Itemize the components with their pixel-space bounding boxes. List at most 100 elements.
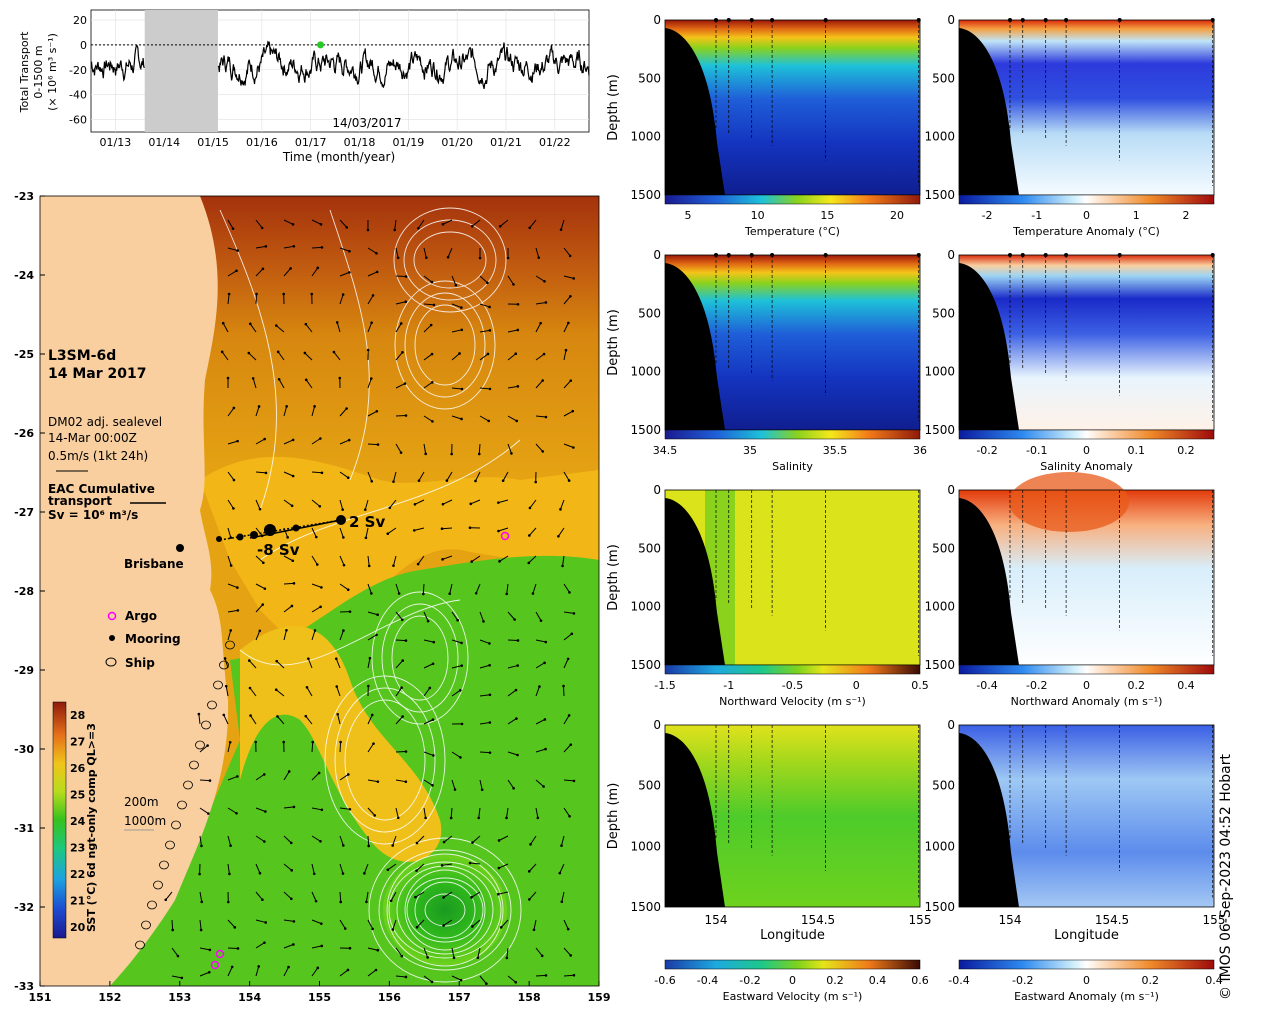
map-current-arrow [471, 219, 481, 227]
map-contour [394, 280, 496, 410]
map-current-arrow [367, 555, 370, 566]
map-current-arrow [255, 406, 260, 417]
map-current-arrowhead [264, 245, 268, 248]
map-current-arrow [255, 268, 264, 277]
map-current-arrowhead [454, 283, 458, 287]
map-current-arrowhead [370, 479, 374, 483]
map-sealevel-contours [219, 207, 522, 983]
map-current-arrow [248, 660, 257, 669]
map-current-arrow [479, 975, 487, 985]
map-current-arrowhead [442, 840, 446, 844]
map-current-arrow [255, 527, 263, 537]
map-current-arrowhead [468, 526, 472, 529]
map-current-arrow [199, 947, 210, 951]
map-current-arrowhead [248, 322, 252, 326]
map-current-arrowhead [471, 841, 474, 844]
section-colorbar-tick: 15 [820, 209, 834, 222]
map-current-arrowhead [400, 618, 404, 622]
section-colorbar-label: Eastward Velocity (m s⁻¹) [723, 990, 863, 1003]
map-current-arrow [248, 352, 257, 361]
map-eac-title: EAC Cumulative [48, 482, 155, 496]
map-current-arrowhead [258, 629, 262, 633]
map-current-arrow [339, 835, 344, 846]
map-current-arrow [311, 891, 317, 902]
map-current-arrow [392, 835, 397, 846]
map-current-arrowhead [236, 947, 240, 950]
map-current-arrow [307, 658, 313, 669]
map-current-arrowhead [348, 946, 352, 950]
section-seafloor [665, 733, 725, 907]
map-current-arrowhead [403, 382, 407, 385]
map-current-arrow [252, 378, 257, 389]
map-current-arrowhead [440, 527, 444, 531]
map-current-arrow [423, 324, 432, 333]
section-colorbar-tick: 0 [1083, 444, 1090, 457]
map-current-arrowhead [208, 948, 212, 952]
map-current-arrow [535, 301, 546, 305]
transport-series-line [90, 40, 590, 90]
map-current-arrow [507, 689, 517, 697]
map-current-arrow [499, 219, 509, 227]
map-current-arrowhead [539, 321, 542, 325]
map-current-arrowhead [544, 747, 547, 751]
svg-text:Total Transport: Total Transport [18, 31, 31, 113]
map-current-arrow [367, 919, 374, 930]
section-colorbar [958, 664, 1215, 675]
map-current-arrowhead [264, 921, 267, 924]
map-current-arrow [367, 634, 377, 641]
map-current-arrow [255, 891, 263, 901]
map-current-arrowhead [426, 956, 429, 959]
map-current-arrowhead [261, 603, 265, 606]
sst-colorbar-tick: 21 [70, 895, 85, 908]
transport-current-marker [316, 41, 324, 49]
map-contour [396, 865, 494, 955]
map-current-arrow [528, 891, 537, 900]
map-current-arrowhead [543, 661, 546, 665]
map-current-arrow [283, 219, 294, 225]
section-seafloor [665, 498, 725, 665]
map-current-arrowhead [512, 786, 515, 790]
map-current-arrow [304, 352, 313, 361]
map-current-arrow [451, 387, 463, 390]
map-current-arrow [227, 583, 238, 589]
map-current-arrowhead [506, 256, 510, 260]
map-current-arrowhead [441, 222, 445, 226]
section-depth-tick: 1500 [924, 188, 955, 202]
map-current-arrowhead [370, 713, 374, 717]
map-current-arrowhead [564, 348, 568, 352]
map-current-arrowhead [430, 352, 434, 356]
map-land [40, 196, 229, 986]
map-current-arrowhead [541, 379, 544, 382]
sst-colorbar-tick: 22 [70, 868, 85, 881]
map-contour [344, 699, 426, 821]
section-colorbar-tick: 1 [1133, 209, 1140, 222]
map-current-arrowhead [319, 223, 323, 226]
transport-x-ticks: 01/13 01/14 01/15 01/16 01/17 01/18 01/19 01/20… [100, 136, 571, 149]
section-colorbar-tick: 0.1 [1127, 444, 1145, 457]
map-current-arrow [365, 891, 369, 902]
map-current-arrow [339, 219, 348, 228]
map-x-tick: 153 [168, 991, 191, 1004]
sst-colorbar-label: SST (°C) 6d ngt-only comp QL>=3 [85, 723, 98, 932]
map-contour [219, 209, 277, 511]
map-current-arrow [283, 406, 288, 417]
map-current-arrowhead [542, 785, 545, 788]
map-current-arrow [559, 863, 565, 874]
map-current-arrowhead [471, 925, 474, 928]
section-frame [958, 724, 1215, 908]
map-current-arrowhead [528, 506, 532, 510]
map-current-arrowhead [430, 381, 434, 384]
map-current-arrow [367, 658, 371, 669]
section-depth-tick: 1000 [924, 130, 955, 144]
map-current-arrow [306, 687, 313, 697]
map-current-arrowhead [251, 377, 255, 380]
map-current-arrow [275, 689, 285, 697]
map-current-arrow [394, 219, 397, 230]
map-current-arrow [475, 583, 481, 594]
map-current-arrow [395, 716, 404, 725]
section-colorbar-tick: 0.2 [1127, 679, 1145, 692]
section-colorbar-label: Northward Velocity (m s⁻¹) [719, 695, 866, 708]
map-current-arrowhead [497, 866, 501, 870]
map-current-arrow [249, 687, 257, 697]
map-current-arrow [451, 665, 462, 669]
